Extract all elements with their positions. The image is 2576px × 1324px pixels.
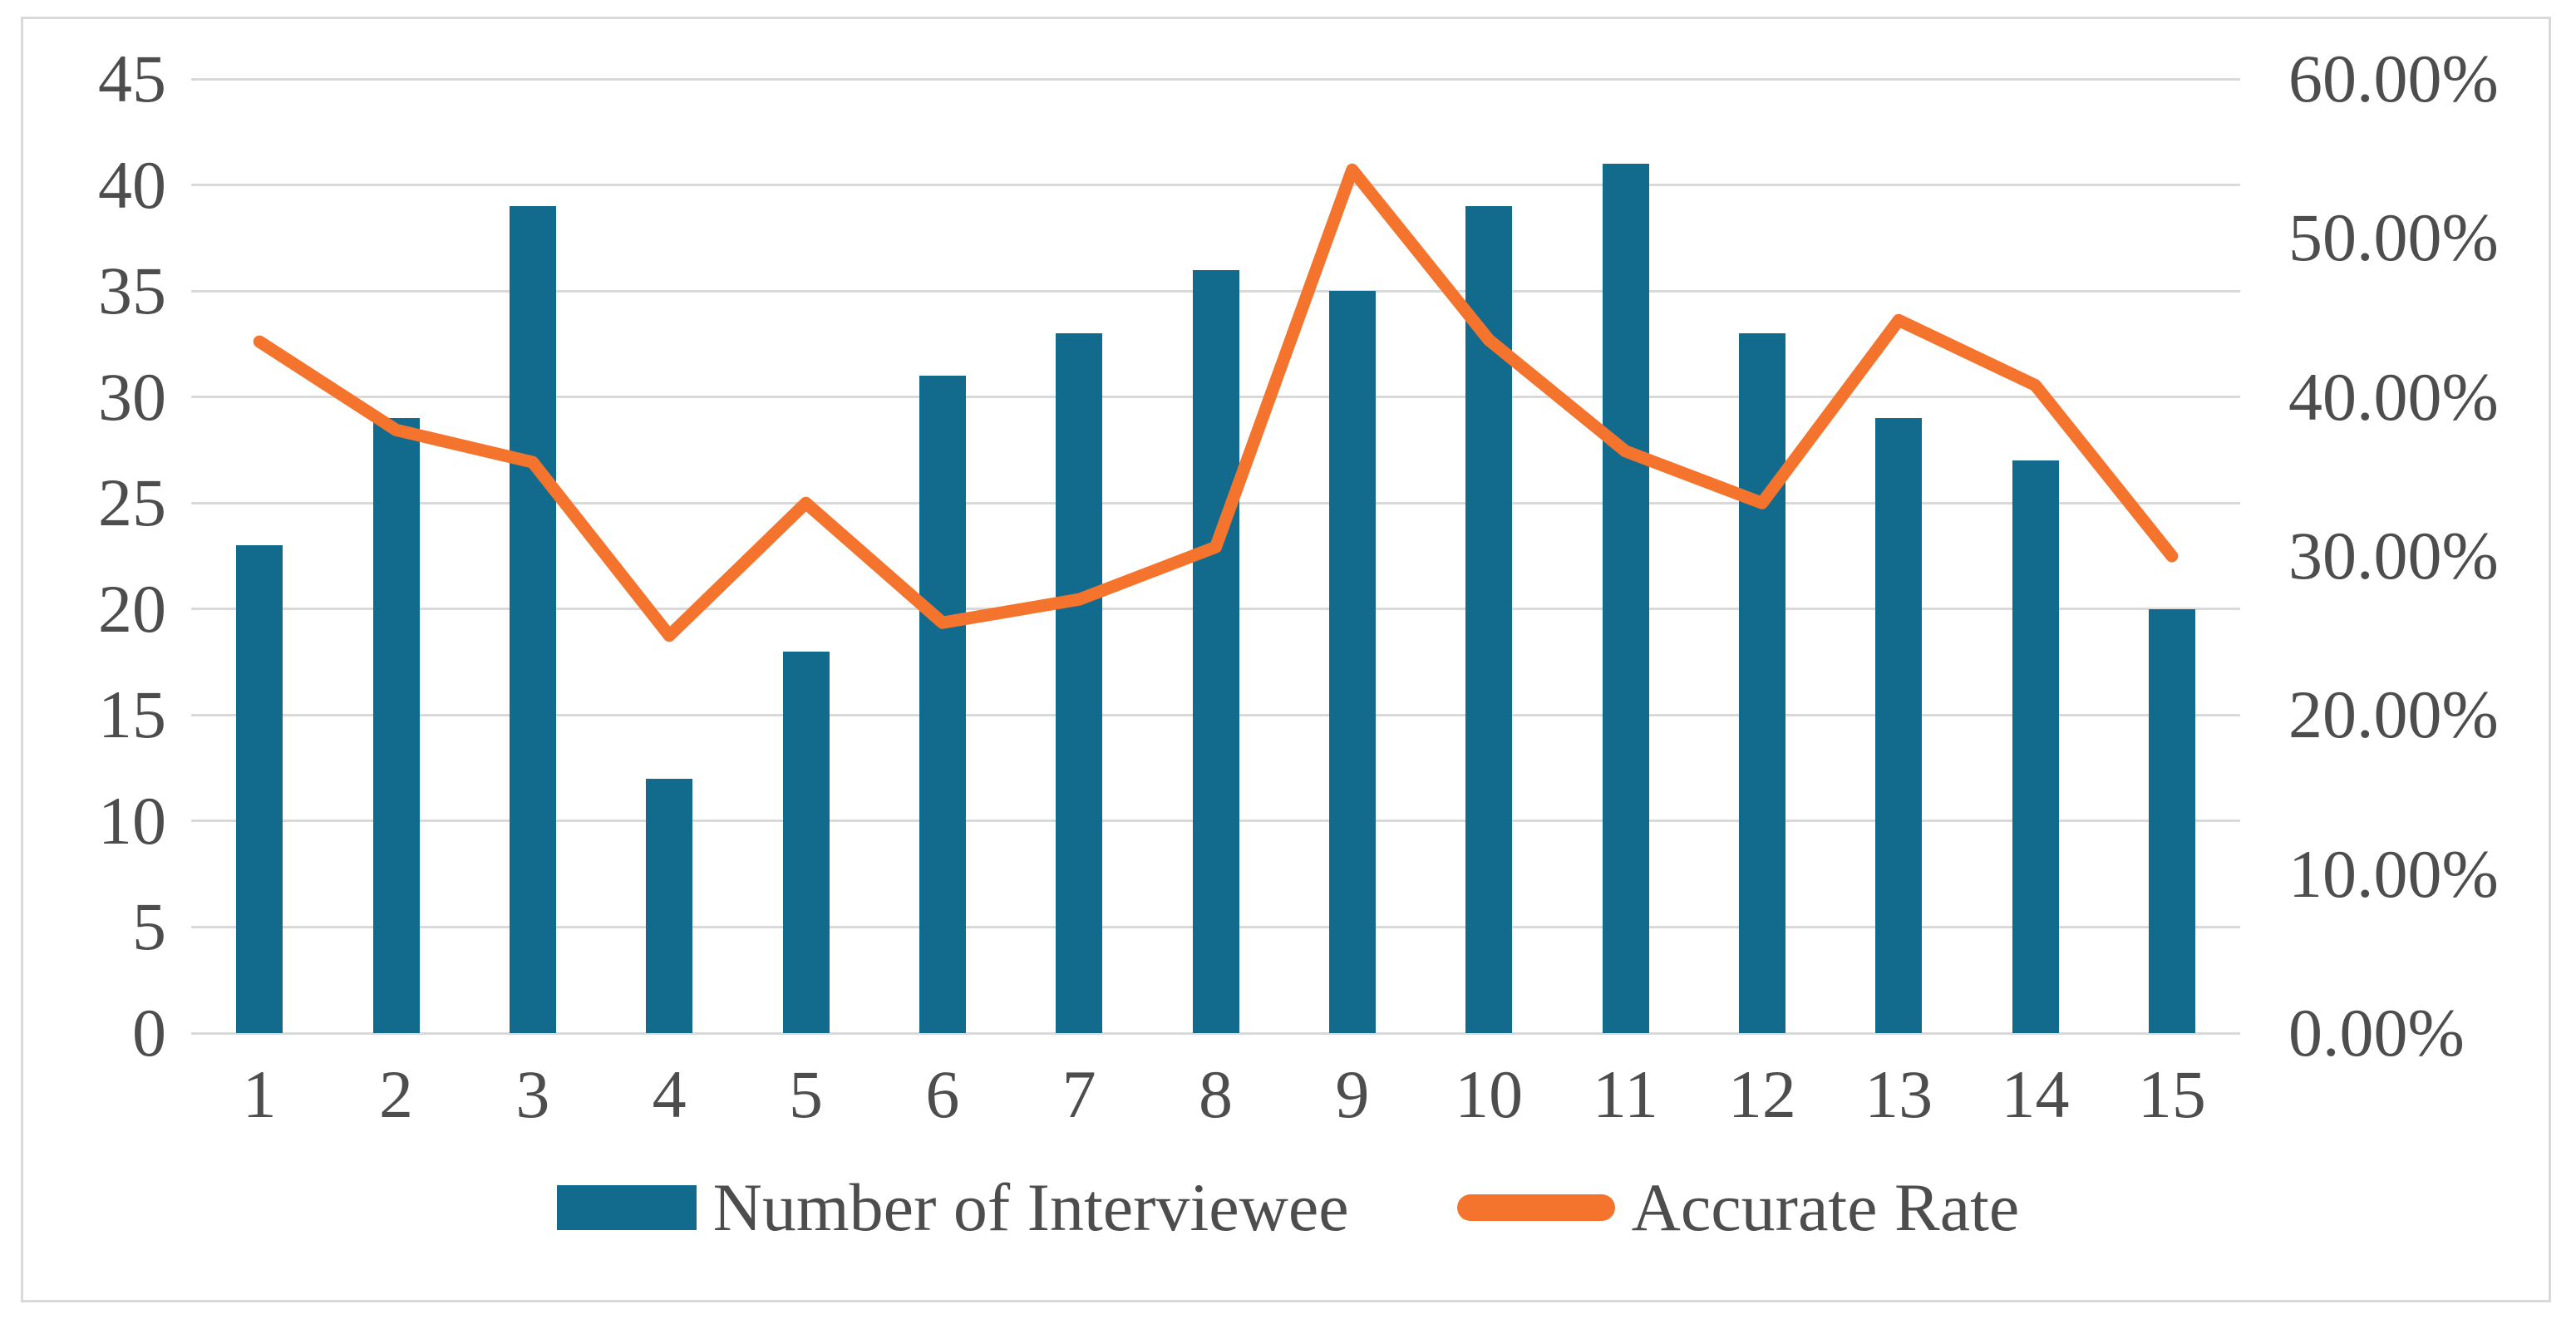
right-axis-tick-label: 0.00%: [2288, 995, 2465, 1071]
x-axis-label: 10: [1455, 1056, 1524, 1132]
right-axis-tick-label: 30.00%: [2288, 518, 2499, 593]
bar: [2012, 460, 2059, 1033]
x-axis-label: 11: [1593, 1056, 1658, 1132]
left-axis-tick-label: 10: [98, 782, 166, 859]
x-axis-label: 3: [515, 1056, 550, 1132]
left-axis-tick-label: 35: [98, 253, 166, 329]
bar: [1602, 164, 1649, 1033]
bar: [2148, 608, 2195, 1033]
bar: [1056, 333, 1103, 1033]
bar: [1875, 418, 1923, 1033]
x-axis-label: 5: [789, 1056, 823, 1132]
left-axis-tick-label: 5: [132, 888, 166, 965]
left-axis-tick-label: 25: [98, 465, 166, 541]
x-axis-label: 1: [242, 1056, 277, 1132]
gridline: [191, 77, 2240, 81]
x-axis-label: 4: [652, 1056, 687, 1132]
bar: [1328, 291, 1376, 1033]
bar: [509, 206, 556, 1033]
legend-label: Accurate Rate: [1631, 1169, 2020, 1245]
left-axis-tick-label: 15: [98, 677, 166, 753]
gridline: [191, 184, 2240, 187]
bar-swatch-icon: [556, 1185, 697, 1230]
right-axis-tick-label: 50.00%: [2288, 199, 2499, 276]
left-axis-tick-label: 30: [98, 358, 166, 435]
bar: [782, 651, 830, 1033]
x-axis-label: 9: [1335, 1056, 1370, 1132]
x-axis-label: 12: [1727, 1056, 1796, 1132]
x-axis-label: 8: [1199, 1056, 1233, 1132]
left-axis-tick-label: 45: [98, 41, 166, 116]
bar: [1738, 333, 1785, 1033]
chart-border: [21, 17, 2551, 1302]
x-axis-label: 2: [379, 1056, 413, 1132]
x-axis-label: 13: [1864, 1056, 1933, 1132]
right-axis-tick-label: 60.00%: [2288, 41, 2499, 116]
x-axis-label: 14: [2001, 1056, 2070, 1132]
x-axis-label: 15: [2137, 1056, 2206, 1132]
left-axis-tick-label: 20: [98, 570, 166, 647]
bar: [919, 376, 966, 1033]
bar: [1192, 269, 1239, 1033]
right-axis-tick-label: 20.00%: [2288, 677, 2499, 753]
bar: [372, 418, 420, 1033]
legend-item-accurate-rate: Accurate Rate: [1456, 1162, 2020, 1253]
left-axis-tick-label: 40: [98, 146, 166, 223]
legend-label: Number of Interviewee: [712, 1169, 1349, 1245]
gridline: [191, 1031, 2240, 1035]
x-axis-label: 6: [925, 1056, 960, 1132]
bar: [236, 545, 283, 1033]
accurate-rate-line: [253, 163, 2179, 642]
bar: [646, 778, 693, 1033]
right-axis-tick-label: 10.00%: [2288, 835, 2499, 912]
legend: Number of Interviewee Accurate Rate: [0, 1162, 2576, 1253]
line-swatch-icon: [1456, 1194, 1615, 1221]
legend-item-interviewee: Number of Interviewee: [556, 1162, 1349, 1253]
x-axis-label: 7: [1061, 1056, 1096, 1132]
line-series: [253, 163, 2179, 642]
left-axis-tick-label: 0: [132, 995, 166, 1071]
right-axis-tick-label: 40.00%: [2288, 358, 2499, 435]
